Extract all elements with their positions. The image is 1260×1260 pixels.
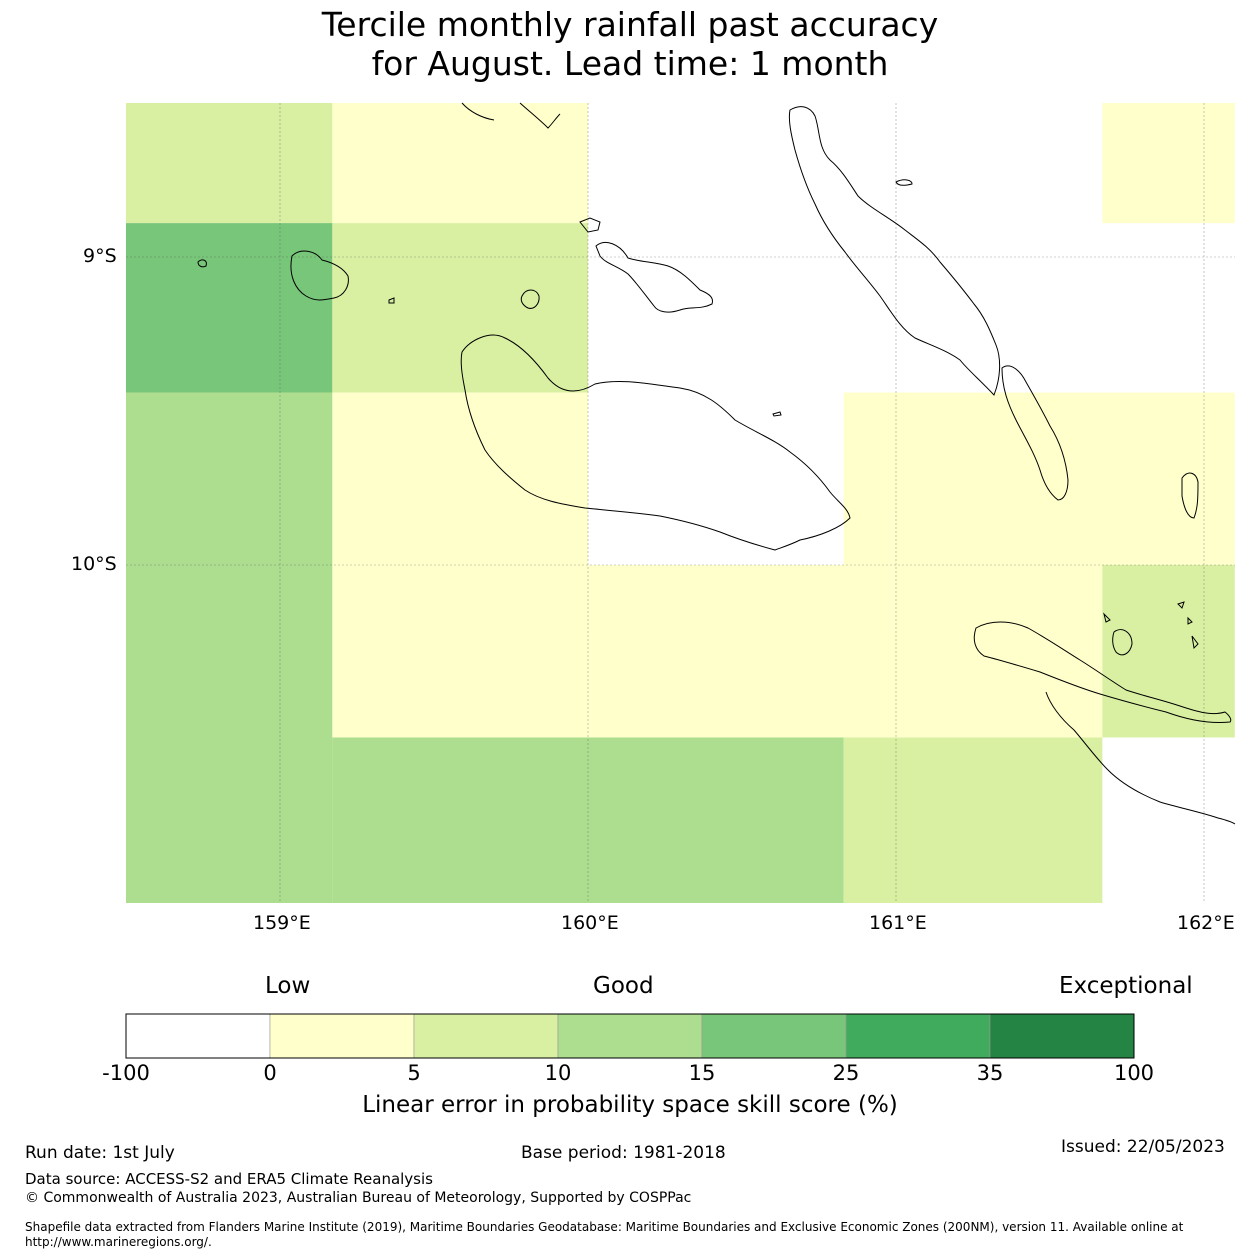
island-malaita <box>1001 365 1069 501</box>
colorbar-tick-0: -100 <box>102 1061 150 1085</box>
grid-cell-6 <box>332 392 588 565</box>
lat-tick-9s: 9°S <box>83 245 117 267</box>
colorbar-tick-6: 35 <box>976 1061 1004 1085</box>
grid-cell-8 <box>332 565 1103 738</box>
colorbar-tick-5: 25 <box>832 1061 860 1085</box>
colorbar-bin-6 <box>989 1013 1135 1059</box>
colorbar-tick-2: 5 <box>407 1061 421 1085</box>
lon-tick-160e: 160°E <box>561 912 619 934</box>
lon-tick-162e: 162°E <box>1177 912 1235 934</box>
run-date: Run date: 1st July <box>25 1143 175 1163</box>
map-title-line-1: Tercile monthly rainfall past accuracy <box>321 5 939 44</box>
grid-cell-4 <box>332 223 588 393</box>
island-florida-group <box>595 242 713 313</box>
island-small-5 <box>1191 635 1199 650</box>
island-dot-1 <box>388 297 395 304</box>
lon-tick-159e: 159°E <box>253 912 311 934</box>
island-nggela-west <box>579 217 601 233</box>
colorbar-border <box>125 1013 1135 1059</box>
colorbar-tick-3: 10 <box>544 1061 572 1085</box>
island-russell-small <box>197 259 207 268</box>
lat-tick-10s: 10°S <box>71 553 117 575</box>
island-small-3 <box>1177 601 1185 609</box>
island-small-4 <box>1187 616 1193 625</box>
copyright: © Commonwealth of Australia 2023, Austra… <box>25 1190 692 1206</box>
colorbar-tick-4: 15 <box>688 1061 716 1085</box>
coast-north-2 <box>519 102 561 129</box>
map-title-line-2: for August. Lead time: 1 month <box>371 44 889 83</box>
coast-southeast <box>1045 691 1236 825</box>
grid-cell-5 <box>126 392 333 903</box>
legend-label-good: Good <box>593 973 654 999</box>
data-source: Data source: ACCESS-S2 and ERA5 Climate … <box>25 1170 433 1188</box>
colorbar-bin-0 <box>125 1013 271 1059</box>
grid-cell-11 <box>843 737 1103 903</box>
lon-tick-161e: 161°E <box>869 912 927 934</box>
island-north-small <box>895 179 913 186</box>
colorbar-bin-5 <box>845 1013 991 1059</box>
colorbar-tick-7: 100 <box>1113 1061 1155 1085</box>
grid-cell-2 <box>1102 103 1235 224</box>
grid-cell-0 <box>126 103 333 224</box>
island-russell-group <box>290 250 349 301</box>
graticule-lines <box>126 103 1235 903</box>
legend-label-exceptional: Exceptional <box>1059 973 1193 999</box>
colorbar-bin-3 <box>557 1013 703 1059</box>
island-ugi <box>1112 629 1133 656</box>
island-south-malaita <box>1181 472 1199 519</box>
grid-cell-3 <box>126 223 333 393</box>
grid-cell-9 <box>1102 565 1235 738</box>
coast-north-1 <box>461 102 495 121</box>
coastlines <box>197 102 1236 825</box>
colorbar-bin-4 <box>701 1013 847 1059</box>
colorbar-tick-1: 0 <box>263 1061 277 1085</box>
island-makira <box>973 621 1232 723</box>
island-guadalcanal <box>460 334 851 551</box>
grid-cell-1 <box>332 103 588 224</box>
colorbar-title: Linear error in probability space skill … <box>362 1092 898 1118</box>
grid-cell-7 <box>843 392 1235 565</box>
issued-date: Issued: 22/05/2023 <box>1061 1137 1225 1157</box>
shapefile-credit: Shapefile data extracted from Flanders M… <box>25 1220 1184 1249</box>
island-small-1 <box>772 411 782 417</box>
base-period: Base period: 1981-2018 <box>521 1143 726 1163</box>
island-small-2 <box>1103 612 1111 623</box>
island-savo <box>520 289 540 309</box>
island-santa-isabel <box>788 106 1001 396</box>
legend-label-low: Low <box>265 973 311 999</box>
colorbar-bin-1 <box>269 1013 415 1059</box>
colorbar-bin-2 <box>413 1013 559 1059</box>
